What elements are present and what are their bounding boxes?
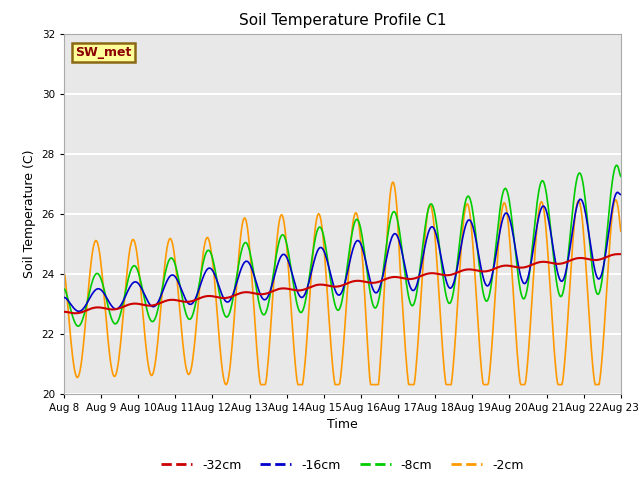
Text: SW_met: SW_met (75, 46, 131, 59)
Title: Soil Temperature Profile C1: Soil Temperature Profile C1 (239, 13, 446, 28)
Y-axis label: Soil Temperature (C): Soil Temperature (C) (23, 149, 36, 278)
Legend: -32cm, -16cm, -8cm, -2cm: -32cm, -16cm, -8cm, -2cm (156, 454, 529, 477)
X-axis label: Time: Time (327, 418, 358, 431)
